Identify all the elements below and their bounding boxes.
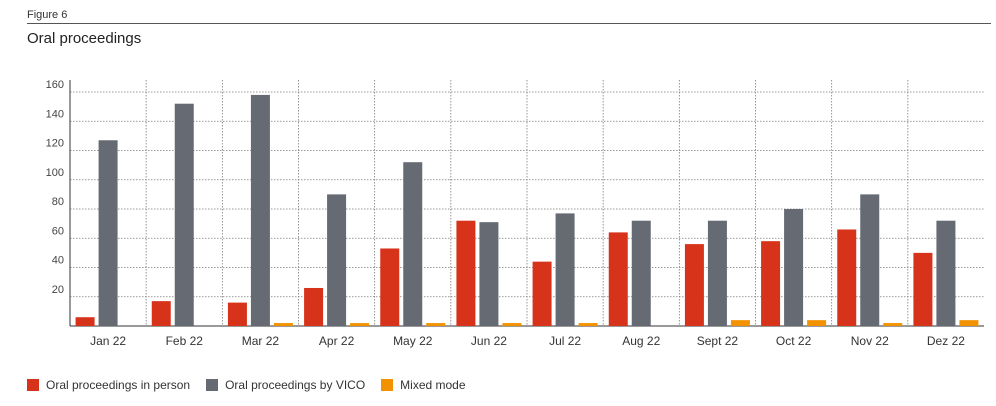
bar-vico <box>784 209 804 326</box>
bar-mixed <box>426 323 446 326</box>
bar-mixed <box>959 320 979 326</box>
x-tick-label: Aug 22 <box>622 334 660 348</box>
y-tick-label: 40 <box>52 255 64 267</box>
bar-in-person <box>380 248 400 326</box>
bar-in-person <box>761 241 781 326</box>
y-tick-label: 100 <box>46 167 64 179</box>
x-tick-label: Mar 22 <box>242 334 280 348</box>
y-tick-label: 80 <box>52 196 64 208</box>
bar-in-person <box>913 252 933 326</box>
legend-label-in-person: Oral proceedings in person <box>46 378 191 392</box>
y-tick-label: 120 <box>46 138 64 150</box>
legend-swatch-mixed <box>381 379 394 391</box>
y-tick-label: 140 <box>46 108 64 120</box>
bar-vico <box>327 194 347 326</box>
bar-mixed <box>350 323 370 326</box>
bar-mixed <box>502 323 522 326</box>
x-tick-label: Jan 22 <box>90 334 126 348</box>
bar-vico <box>403 162 423 326</box>
bar-vico <box>479 222 499 326</box>
x-tick-label: Dez 22 <box>927 334 965 348</box>
legend-item-in-person: Oral proceedings in person <box>27 378 190 392</box>
legend: Oral proceedings in person Oral proceedi… <box>27 378 482 392</box>
bar-vico <box>936 220 956 326</box>
bar-mixed <box>883 323 903 326</box>
x-tick-label: Jul 22 <box>549 334 581 348</box>
bar-vico <box>555 213 575 326</box>
top-rule <box>27 23 991 24</box>
bar-vico <box>707 220 727 326</box>
bar-vico <box>174 103 194 326</box>
bar-in-person <box>151 301 171 326</box>
x-tick-label: Apr 22 <box>319 334 355 348</box>
figure-label: Figure 6 <box>27 9 68 21</box>
x-tick-label: Jun 22 <box>471 334 507 348</box>
bar-mixed <box>730 320 750 326</box>
x-tick-label: May 22 <box>393 334 433 348</box>
bar-in-person <box>532 261 552 326</box>
x-tick-label: Sept 22 <box>697 334 739 348</box>
bar-in-person <box>227 302 247 326</box>
bar-mixed <box>273 323 293 326</box>
x-tick-label: Oct 22 <box>776 334 812 348</box>
bar-vico <box>860 194 880 326</box>
legend-label-vico: Oral proceedings by VICO <box>225 378 366 392</box>
bar-in-person <box>837 229 857 326</box>
bar-in-person <box>456 220 476 326</box>
bar-in-person <box>608 232 628 326</box>
y-tick-label: 160 <box>46 79 64 91</box>
bar-mixed <box>578 323 598 326</box>
legend-item-vico: Oral proceedings by VICO <box>206 378 365 392</box>
legend-item-mixed: Mixed mode <box>381 378 466 392</box>
x-tick-label: Feb 22 <box>166 334 204 348</box>
bar-mixed <box>807 320 827 326</box>
bar-vico <box>98 140 118 326</box>
chart-title: Oral proceedings <box>27 30 142 47</box>
bar-vico <box>250 94 270 326</box>
bar-in-person <box>75 317 95 326</box>
x-tick-label: Nov 22 <box>851 334 889 348</box>
bar-vico <box>631 220 651 326</box>
legend-swatch-vico <box>206 379 219 391</box>
legend-label-mixed: Mixed mode <box>400 378 466 392</box>
y-tick-label: 20 <box>52 284 64 296</box>
y-tick-label: 60 <box>52 225 64 237</box>
bar-in-person <box>304 287 324 326</box>
bar-in-person <box>684 244 704 326</box>
legend-swatch-in-person <box>27 379 39 391</box>
bar-chart: 20 40 60 80 100 120 140 160 Jan 22 Feb 22 Mar 22 Ap… <box>46 79 984 348</box>
